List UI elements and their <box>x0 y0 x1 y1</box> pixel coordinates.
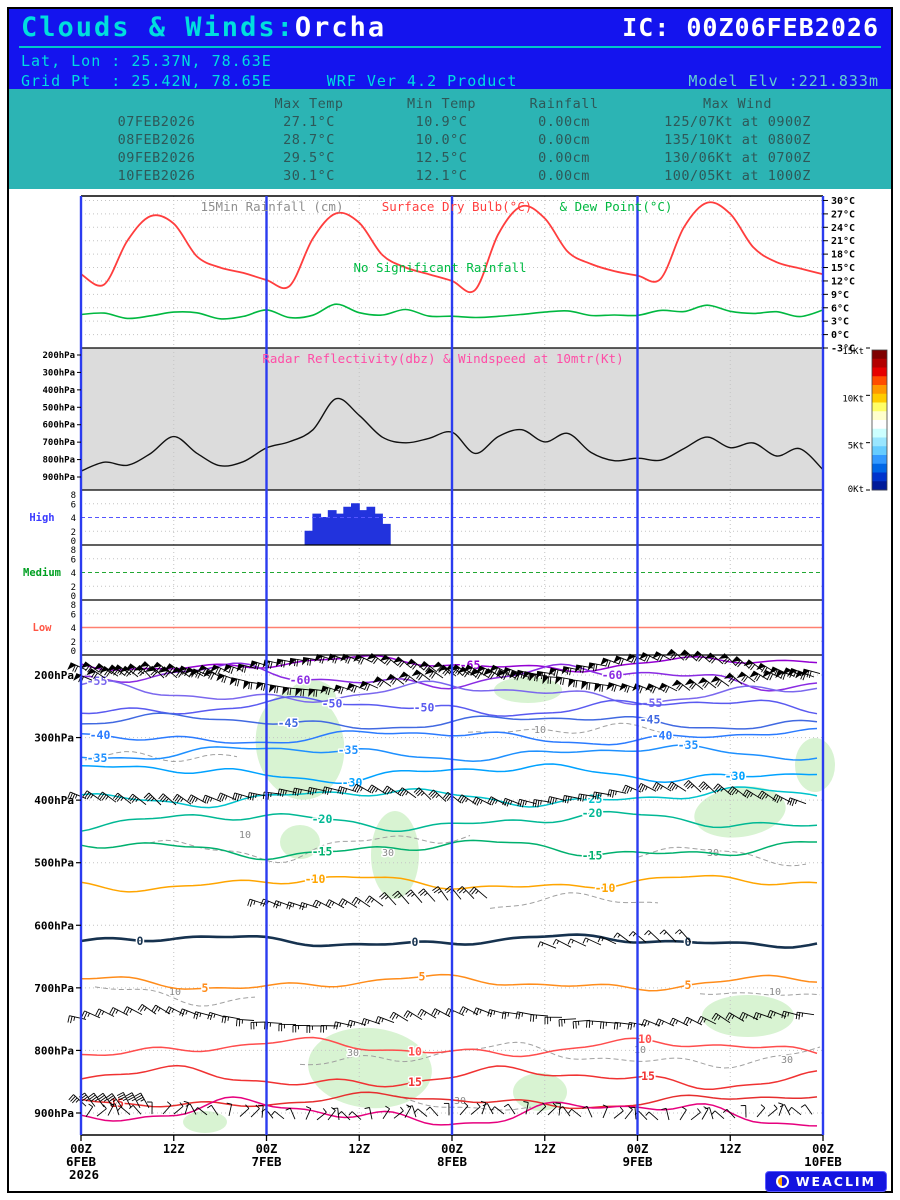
title-prefix: Clouds & Winds: <box>21 12 295 43</box>
col-max-wind: Max Wind <box>702 96 773 112</box>
max-temp-cell: 30.1°C <box>283 168 335 184</box>
max-wind-cell: 135/10Kt at 0800Z <box>664 132 811 148</box>
model-elevation-label: Model Elv :221.833m <box>688 72 879 90</box>
page-frame: Clouds & Winds:Orcha IC: 00Z06FEB2026 La… <box>7 7 893 1193</box>
weaclim-logo-text: WEACLIM <box>795 1174 876 1189</box>
max-wind-cell: 100/05Kt at 1000Z <box>664 168 811 184</box>
forecast-summary-table: Max Temp Min Temp Rainfall Max Wind 07FE… <box>9 89 891 189</box>
rainfall-cell: 0.00cm <box>538 150 590 166</box>
rainfall-cell: 0.00cm <box>538 132 590 148</box>
product-label: WRF Ver 4.2 Product <box>326 72 518 90</box>
col-min-temp: Min Temp <box>406 96 477 112</box>
min-temp-cell: 12.1°C <box>415 168 468 184</box>
col-rainfall: Rainfall <box>529 96 599 112</box>
col-max-temp: Max Temp <box>274 96 344 112</box>
initial-condition-label: IC: 00Z06FEB2026 <box>622 13 879 42</box>
summary-row: 09FEB2026 29.5°C 12.5°C 0.00cm 130/06Kt … <box>9 149 891 167</box>
min-temp-cell: 10.9°C <box>415 114 468 130</box>
date-cell: 09FEB2026 <box>117 150 196 166</box>
summary-row: 10FEB2026 30.1°C 12.1°C 0.00cm 100/05Kt … <box>9 167 891 185</box>
rainfall-cell: 0.00cm <box>538 168 590 184</box>
weaclim-logo-icon <box>775 1175 789 1188</box>
min-temp-cell: 12.5°C <box>415 150 468 166</box>
summary-row: 07FEB2026 27.1°C 10.9°C 0.00cm 125/07Kt … <box>9 113 891 131</box>
summary-header-row: Max Temp Min Temp Rainfall Max Wind <box>9 95 891 113</box>
date-cell: 07FEB2026 <box>117 114 196 130</box>
header-title-row: Clouds & Winds:Orcha IC: 00Z06FEB2026 <box>19 11 881 48</box>
rainfall-cell: 0.00cm <box>538 114 590 130</box>
max-temp-cell: 29.5°C <box>283 150 335 166</box>
date-cell: 08FEB2026 <box>117 132 196 148</box>
title-station: Orcha <box>294 12 387 43</box>
header: Clouds & Winds:Orcha IC: 00Z06FEB2026 La… <box>9 9 891 90</box>
max-temp-cell: 28.7°C <box>283 132 335 148</box>
lat-lon-label: Lat, Lon : 25.37N, 78.63E <box>21 52 272 70</box>
weaclim-logo: WEACLIM <box>764 1171 887 1192</box>
min-temp-cell: 10.0°C <box>415 132 468 148</box>
page-title: Clouds & Winds:Orcha <box>21 12 386 43</box>
max-wind-cell: 130/06Kt at 0700Z <box>664 150 811 166</box>
date-cell: 10FEB2026 <box>117 168 196 184</box>
max-wind-cell: 125/07Kt at 0900Z <box>664 114 811 130</box>
header-meta-row: Grid Pt : 25.42N, 78.65E WRF Ver 4.2 Pro… <box>19 70 881 90</box>
summary-row: 08FEB2026 28.7°C 10.0°C 0.00cm 135/10Kt … <box>9 131 891 149</box>
grid-pt-label: Grid Pt : 25.42N, 78.65E <box>21 72 272 90</box>
max-temp-cell: 27.1°C <box>283 114 335 130</box>
